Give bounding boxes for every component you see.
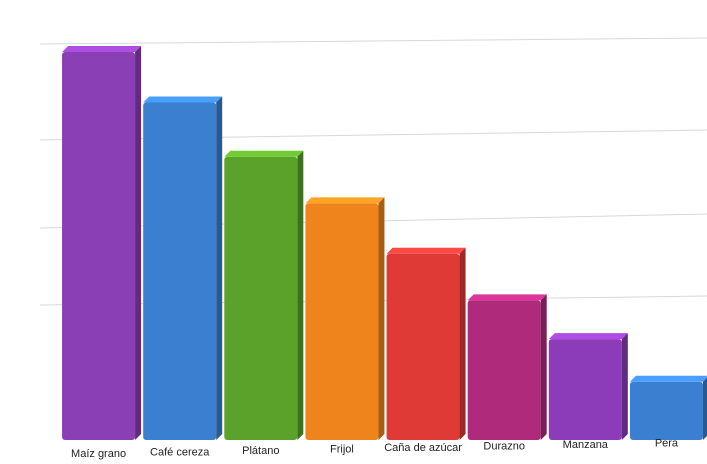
bar [224, 156, 298, 440]
bar-top [224, 150, 304, 157]
bar-side [297, 150, 304, 440]
x-tick-label: Durazno [483, 440, 525, 452]
bar [143, 102, 217, 440]
bar-top [629, 375, 707, 382]
bar-top [143, 96, 223, 103]
bar-side [459, 247, 466, 440]
x-tick-label: Manzana [563, 439, 609, 451]
bar [629, 381, 703, 440]
x-tick-label: Plátano [242, 445, 279, 457]
bar-top [62, 46, 142, 52]
x-tick-label: Maíz grano [71, 448, 126, 460]
x-tick-label: Pera [655, 437, 679, 449]
x-tick-label: Caña de azúcar [384, 442, 462, 454]
bar [467, 300, 541, 440]
guide-line [39, 37, 707, 45]
bar-side [216, 96, 223, 440]
bar-side [135, 46, 142, 440]
bar [62, 52, 136, 440]
bar-side [702, 377, 707, 440]
bar-side [540, 294, 547, 440]
x-tick-label: Café cereza [150, 446, 210, 458]
bar-top [548, 333, 628, 340]
bar-top [467, 294, 547, 301]
bar [386, 253, 460, 440]
bar [305, 203, 379, 440]
x-tick-label: Frijol [330, 443, 354, 455]
bar [548, 339, 622, 440]
bar-top [305, 197, 385, 204]
bar-top [386, 247, 466, 254]
bar-side [378, 197, 385, 440]
bar-side [621, 333, 628, 440]
